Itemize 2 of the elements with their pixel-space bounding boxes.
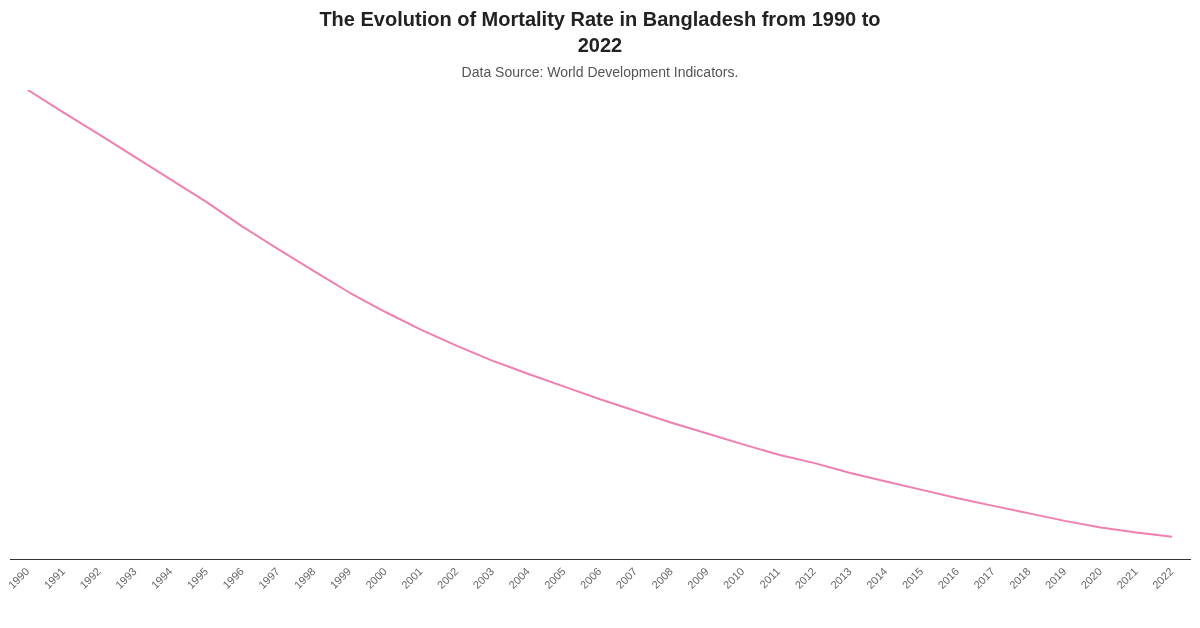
chart-title: The Evolution of Mortality Rate in Bangladesh from 1990 to 2022 [318,7,882,58]
chart-subtitle: Data Source: World Development Indicators. [460,64,740,80]
